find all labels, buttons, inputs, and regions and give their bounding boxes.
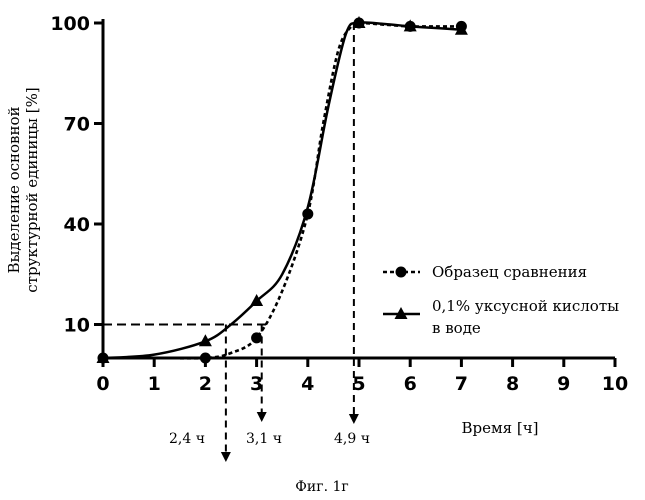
x-tick-label: 6: [404, 373, 417, 395]
x-tick-label: 3: [250, 373, 263, 395]
drop-label: 4,9 ч: [334, 431, 370, 447]
figure-caption: Фиг. 1г: [295, 479, 348, 495]
y-axis-label: Выделение основной структурной единицы [%…: [5, 87, 41, 292]
x-tick-label: 5: [352, 373, 365, 395]
data-point: [250, 294, 264, 307]
drop-arrowhead: [220, 452, 231, 462]
x-axis-label: Время [ч]: [461, 419, 538, 437]
legend-label: 0,1% уксусной кислоты: [432, 297, 619, 315]
legend-label: в воде: [432, 319, 481, 337]
data-point: [198, 334, 212, 347]
annotations: 2,4 ч 3,1 ч 4,9 ч: [103, 23, 370, 462]
legend: Образец сравнения 0,1% уксусной кислоты в …: [383, 263, 619, 337]
y-axis-label-line: структурной единицы [%]: [23, 87, 41, 292]
labels: Время [ч] Выделение основной структурной е…: [5, 87, 539, 495]
x-tick-label: 7: [455, 373, 468, 395]
y-tick-label: 100: [50, 13, 90, 35]
x-tick-label: 10: [602, 373, 628, 395]
y-tick-label: 40: [64, 214, 90, 236]
legend-entry-2: 0,1% уксусной кислоты в воде: [383, 297, 619, 337]
drop-label: 2,4 ч: [169, 431, 205, 447]
legend-marker: [394, 307, 408, 319]
y-tick-label: 70: [64, 114, 90, 136]
series-2: [96, 16, 468, 363]
legend-marker: [395, 266, 407, 278]
drop-arrowhead: [256, 412, 267, 422]
data-point: [199, 352, 211, 364]
series: [96, 16, 468, 364]
data-point: [403, 19, 417, 32]
series-line: [103, 21, 462, 360]
series-line: [102, 21, 462, 360]
axes: 10 40 70 100 0 1 2 3 4 5 6 7 8 9 10: [50, 13, 628, 395]
data-point: [251, 332, 263, 344]
x-tick-label: 4: [301, 373, 314, 395]
y-axis-label-line: Выделение основной: [5, 106, 23, 273]
y-tick-label: 10: [64, 315, 90, 337]
x-tick-label: 9: [557, 373, 570, 395]
legend-entry-1: Образец сравнения: [383, 263, 587, 281]
data-point: [352, 16, 366, 28]
x-tick-label: 2: [199, 373, 212, 395]
x-tick-label: 8: [506, 373, 519, 395]
data-point: [96, 351, 110, 363]
drop-label: 3,1 ч: [246, 431, 282, 447]
legend-label: Образец сравнения: [432, 263, 587, 281]
series-1: [97, 17, 467, 364]
x-tick-label: 0: [96, 373, 109, 395]
data-point: [454, 22, 468, 35]
drop-arrowhead: [348, 414, 359, 424]
x-tick-label: 1: [148, 373, 161, 395]
